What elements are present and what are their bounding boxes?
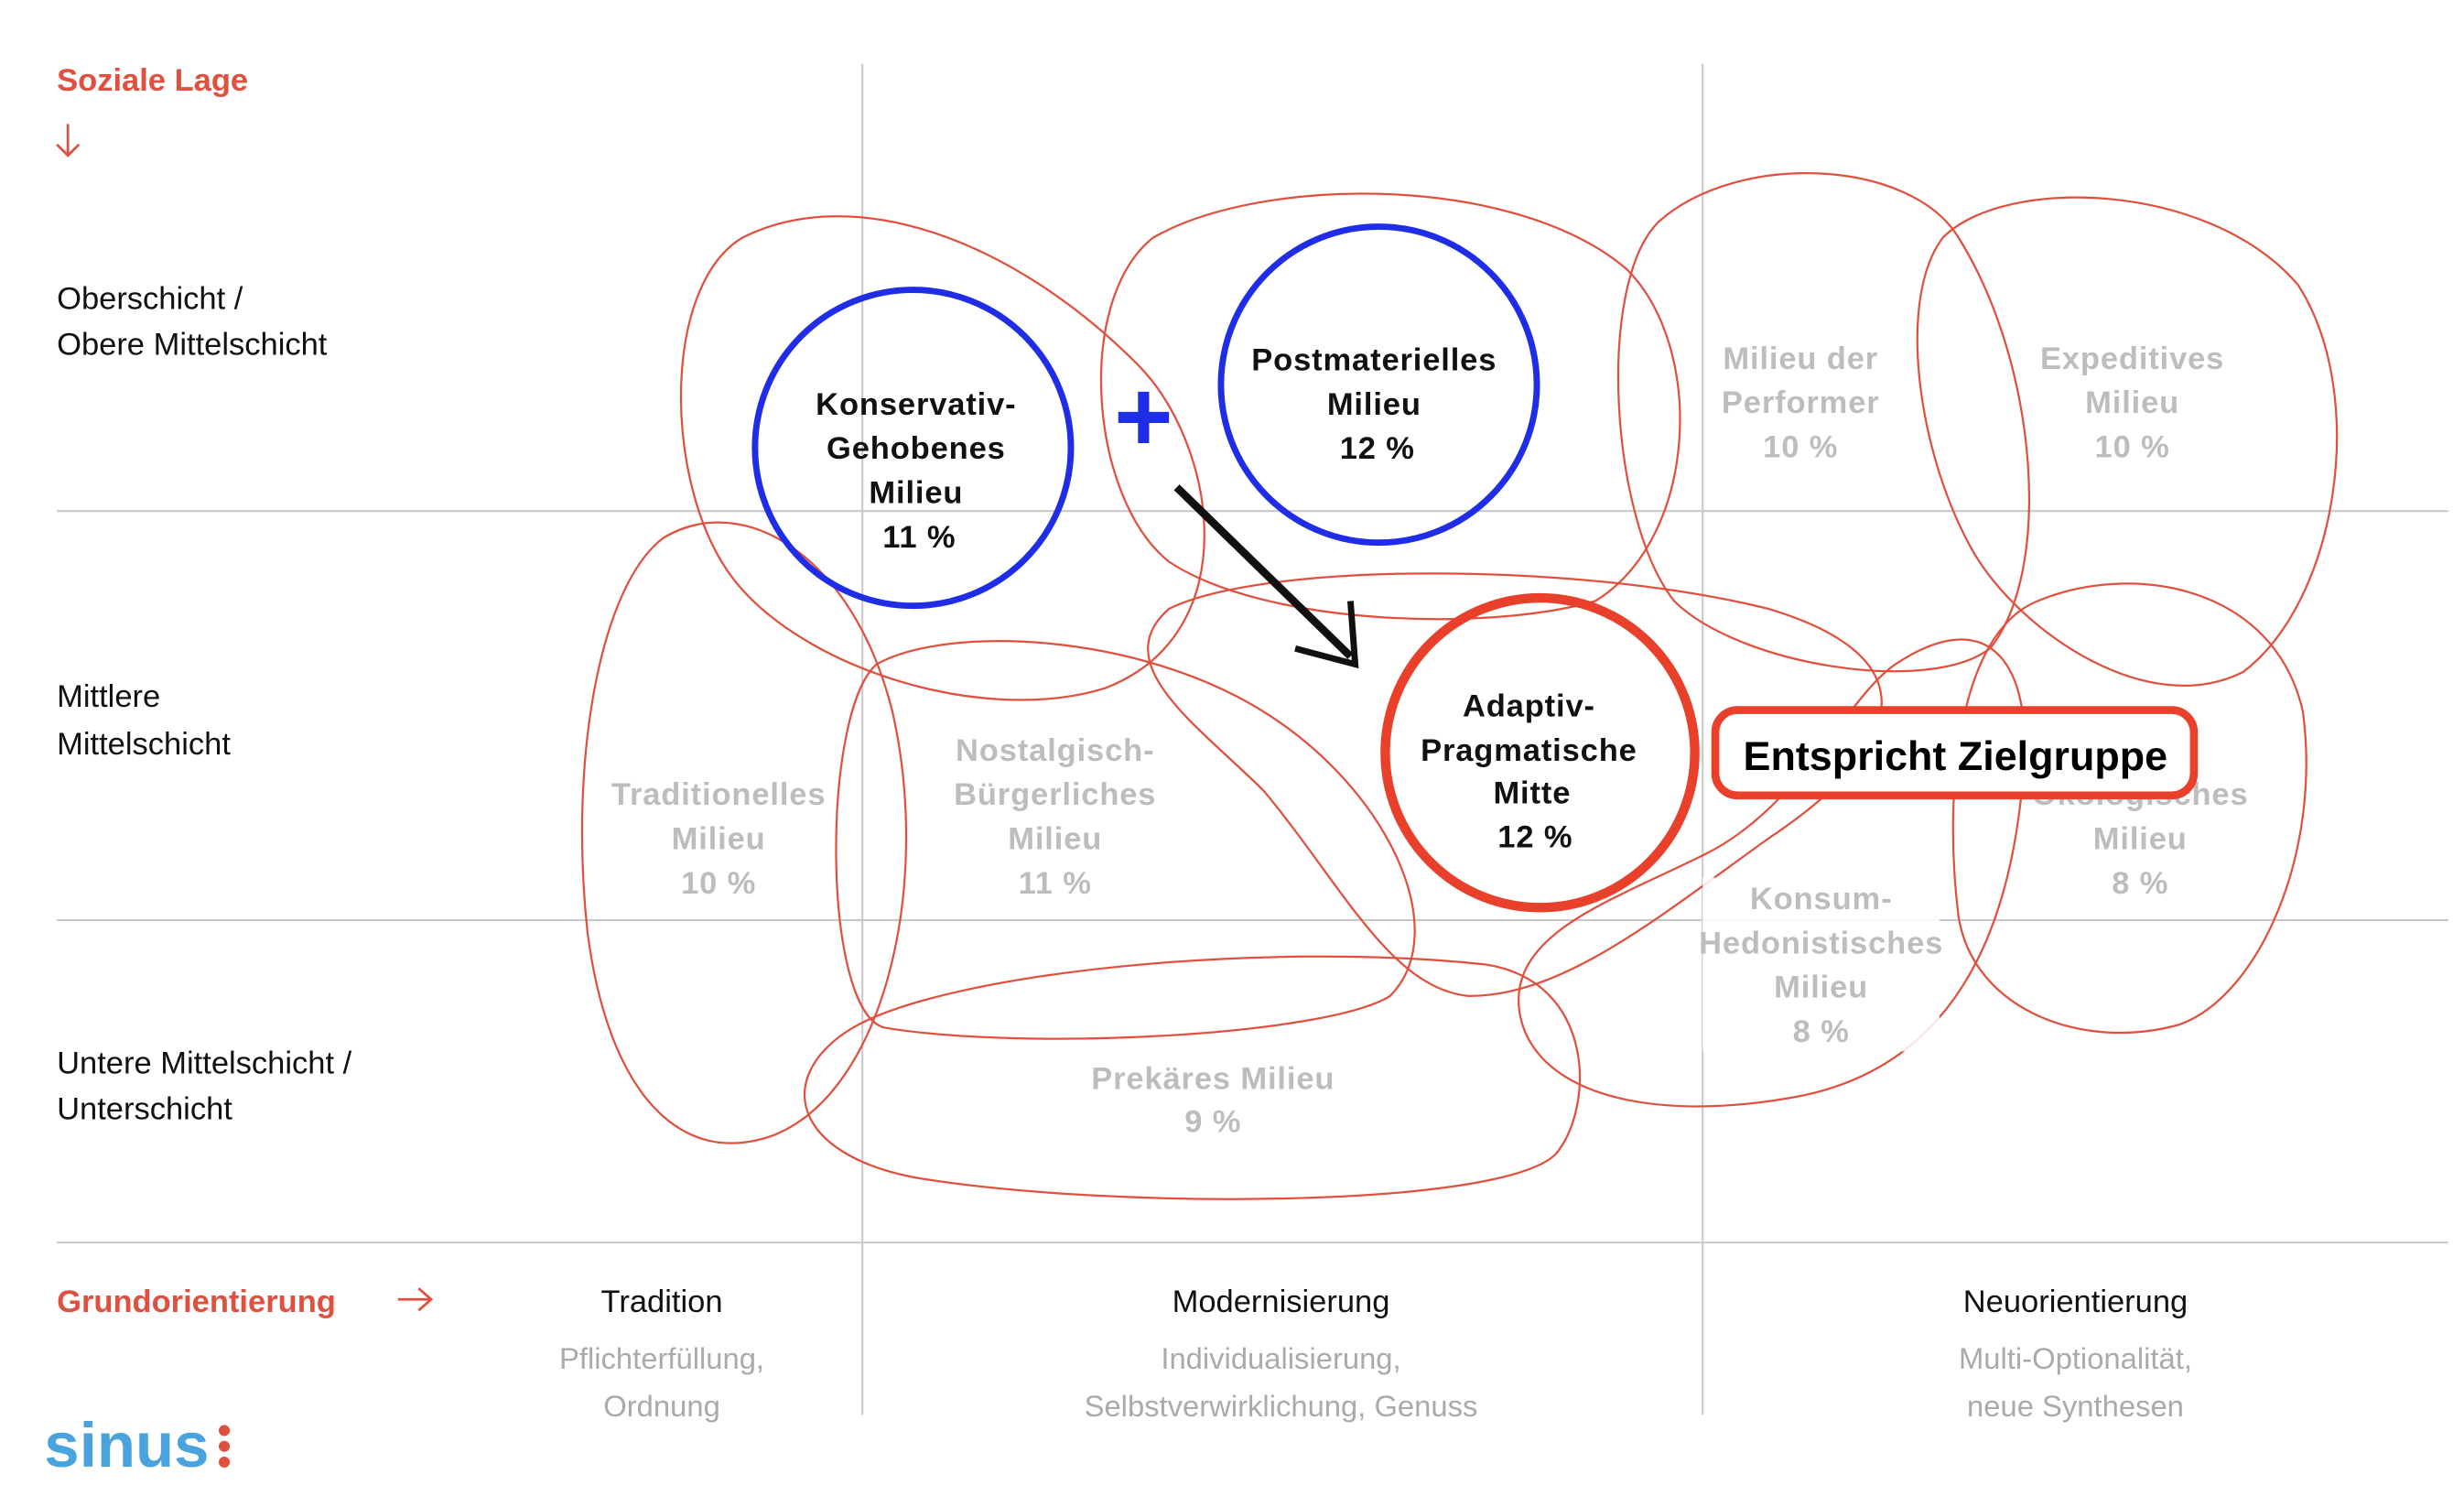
row-label-lower-part: Unterschicht: [57, 1092, 232, 1127]
label-konservativ-part: Milieu: [869, 476, 963, 511]
x-axis-title: Grundorientierung: [57, 1285, 336, 1319]
row-label-lower-part: Untere Mittelschicht /: [57, 1046, 352, 1080]
blob-postmateriell: [1099, 192, 1681, 621]
arrow-right-icon-part: [417, 1287, 434, 1312]
arrow-down-icon-part: [56, 143, 81, 157]
arrow-icon: [1173, 484, 1359, 669]
row-label-lower: Untere Mittelschicht / Unterschicht: [57, 1046, 352, 1126]
y-axis-title: Soziale Lage: [57, 63, 248, 98]
column-label-tradition: Tradition Pflichterfüllung, Ordnung: [559, 1285, 764, 1423]
blob-adaptiv: [1147, 572, 1883, 998]
label-performer: Milieu der Performer 10 %: [1722, 341, 1880, 465]
blob-traditionell: [580, 521, 908, 1144]
label-konservativ-part: Gehobenes: [827, 431, 1006, 466]
column-label-neuorientierung-part: neue Synthesen: [1967, 1389, 2184, 1423]
label-prekaer-part: Prekäres Milieu: [1091, 1062, 1335, 1097]
label-postmateriell: Postmaterielles Milieu 12 %: [1251, 343, 1497, 467]
blob-nostalgisch: [835, 640, 1416, 1040]
milieu-blobs: [580, 172, 2339, 1200]
label-postmateriell-part: 12 %: [1340, 431, 1415, 466]
grid: [57, 63, 2448, 1415]
label-konsum: Konsum- Hedonistisches Milieu 8 %: [1699, 882, 1943, 1049]
label-nostalgisch: Nostalgisch- Bürgerliches Milieu 11 %: [954, 733, 1156, 901]
row-label-middle-part: Mittlere: [57, 679, 160, 714]
sinus-logo-part: sinus: [44, 1410, 209, 1480]
label-postmateriell-part: Milieu: [1327, 387, 1421, 422]
label-adaptiv-part: Pragmatische: [1421, 733, 1637, 768]
callout-entspricht-zielgruppe-part: [1711, 706, 2199, 800]
row-label-middle-part: Mittelschicht: [57, 727, 231, 762]
label-postmateriell-part: Postmaterielles: [1251, 343, 1497, 378]
label-nostalgisch-part: Nostalgisch-: [956, 733, 1154, 768]
row-label-upper-part: Obere Mittelschicht: [57, 327, 328, 362]
column-label-neuorientierung: Neuorientierung Multi-Optionalität, neue…: [1959, 1285, 2192, 1423]
label-konsum-part: Milieu: [1774, 970, 1868, 1005]
column-label-neuorientierung-part: Neuorientierung: [1963, 1285, 2188, 1319]
row-label-upper-part: Oberschicht /: [57, 281, 243, 316]
column-label-tradition-part: Ordnung: [603, 1389, 720, 1423]
label-performer-part: Milieu der: [1723, 341, 1878, 376]
label-performer-part: 10 %: [1763, 429, 1838, 464]
column-label-tradition-part: Pflichterfüllung,: [559, 1341, 764, 1375]
label-traditionell-part: Milieu: [672, 821, 766, 856]
arrow-icon-part: [1173, 484, 1354, 660]
label-adaptiv-part: 12 %: [1497, 820, 1572, 855]
blob-konservativ: [679, 215, 1205, 701]
arrow-icon-part: [1294, 601, 1359, 669]
column-label-tradition-part: Tradition: [601, 1285, 723, 1319]
highlight-circle-konservativ: [751, 287, 1075, 610]
label-expeditiv-part: 10 %: [2095, 429, 2170, 464]
sinus-logo: sinus: [44, 1410, 231, 1480]
label-konservativ-part: 11 %: [882, 520, 956, 555]
label-konservativ-part: Konservativ-: [816, 387, 1016, 422]
row-label-middle: Mittlere Mittelschicht: [57, 679, 231, 762]
label-nostalgisch-part: 11 %: [1019, 866, 1092, 901]
column-label-neuorientierung-part: Multi-Optionalität,: [1959, 1341, 2192, 1375]
column-label-modernisierung-part: Modernisierung: [1173, 1285, 1390, 1319]
row-label-upper: Oberschicht / Obere Mittelschicht: [57, 281, 328, 362]
column-label-modernisierung: Modernisierung Individualisierung, Selbs…: [1085, 1285, 1478, 1423]
sinus-logo-part: [219, 1440, 231, 1452]
label-oekologisch-part: Milieu: [2093, 821, 2188, 856]
label-traditionell-part: 10 %: [681, 866, 756, 901]
label-traditionell-part: Traditionelles: [611, 777, 826, 812]
label-traditionell: Traditionelles Milieu 10 %: [611, 777, 826, 901]
label-adaptiv: Adaptiv- Pragmatische Mitte 12 %: [1421, 688, 1637, 854]
highlight-circle-postmateriell: [1217, 223, 1540, 547]
label-expeditiv-part: Expeditives: [2040, 341, 2224, 376]
label-adaptiv-part: Adaptiv-: [1463, 688, 1595, 723]
callout-entspricht-zielgruppe-part: Entspricht Zielgruppe: [1744, 732, 2168, 779]
label-prekaer: Prekäres Milieu 9 %: [1091, 1062, 1335, 1140]
blob-expeditiv: [1916, 196, 2339, 687]
label-adaptiv-part: Mitte: [1493, 775, 1571, 810]
column-label-modernisierung-part: Individualisierung,: [1161, 1341, 1400, 1375]
label-konsum-part: Hedonistisches: [1699, 926, 1943, 960]
column-label-modernisierung-part: Selbstverwirklichung, Genuss: [1085, 1389, 1478, 1423]
sinus-logo-part: [219, 1425, 231, 1436]
label-prekaer-part: 9 %: [1184, 1104, 1241, 1139]
label-konsum-part: 8 %: [1793, 1014, 1850, 1049]
sinus-milieu-diagram-part: [1702, 877, 1940, 1052]
highlight-circle-adaptiv: [1380, 592, 1700, 913]
label-nostalgisch-part: Bürgerliches: [954, 777, 1156, 812]
label-nostalgisch-part: Milieu: [1008, 821, 1102, 856]
label-oekologisch-part: 8 %: [2112, 866, 2168, 901]
callout-entspricht-zielgruppe: Entspricht Zielgruppe: [1711, 706, 2199, 800]
blob-prekaer: [804, 955, 1582, 1200]
sinus-logo-part: [219, 1456, 231, 1469]
arrow-right-icon: [397, 1287, 434, 1312]
label-expeditiv: Expeditives Milieu 10 %: [2040, 341, 2224, 465]
label-konsum-part: Konsum-: [1750, 882, 1893, 916]
arrow-down-icon: [56, 124, 81, 157]
label-performer-part: Performer: [1722, 385, 1880, 420]
label-konservativ: Konservativ- Gehobenes Milieu 11 %: [816, 387, 1016, 555]
plus-icon: +: [1114, 361, 1173, 473]
label-expeditiv-part: Milieu: [2085, 385, 2179, 420]
